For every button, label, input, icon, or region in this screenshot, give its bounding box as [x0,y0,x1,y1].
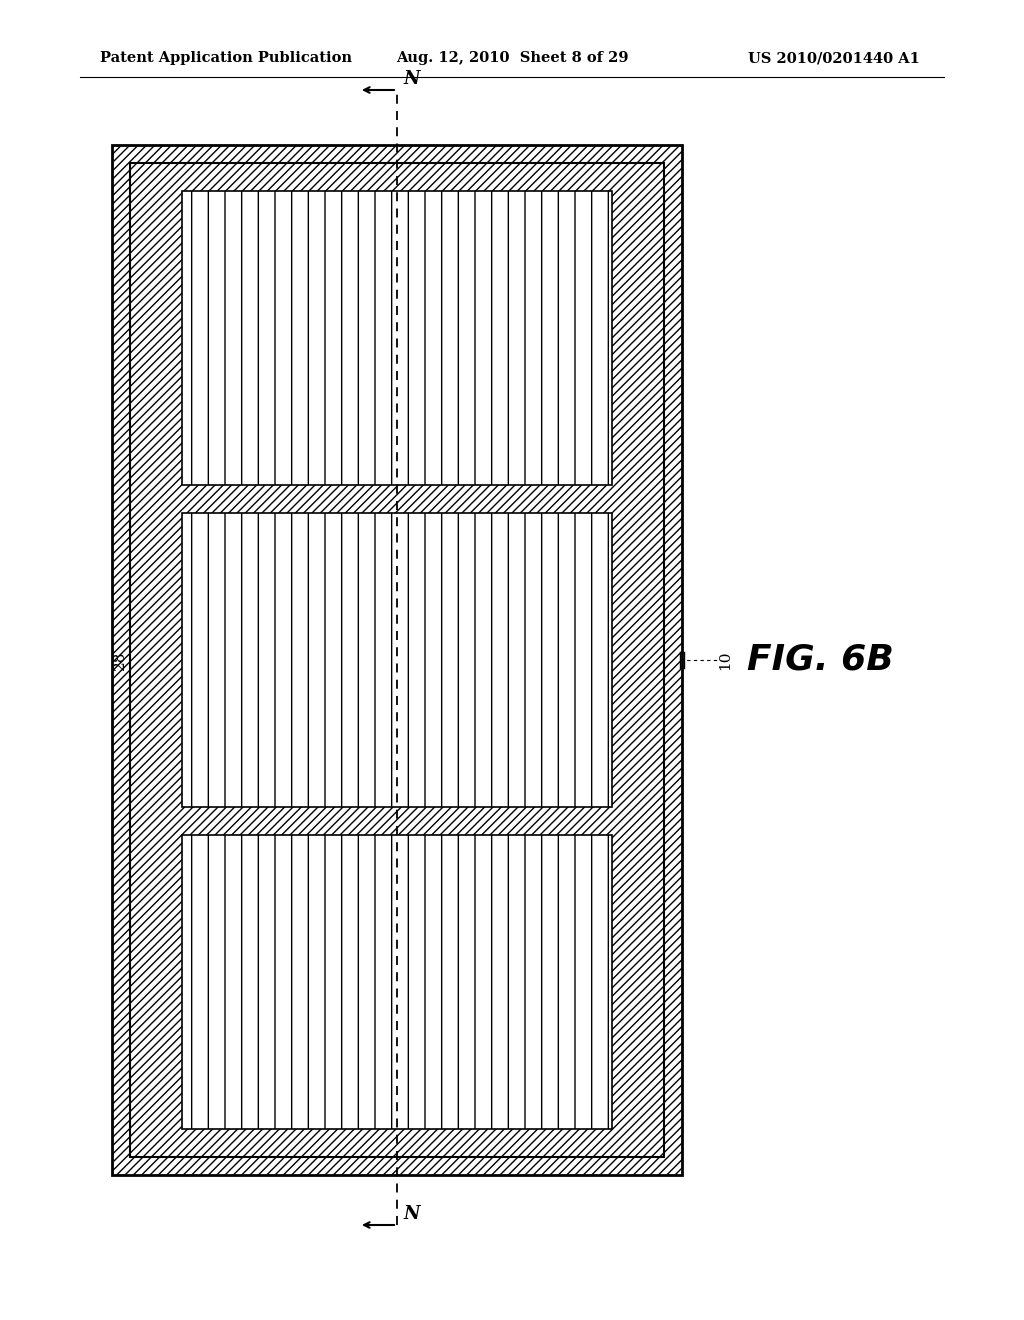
Text: 10: 10 [406,651,419,669]
Text: N: N [403,1205,420,1224]
Text: 10: 10 [406,973,419,991]
Text: 10: 10 [406,329,419,347]
Text: Aug. 12, 2010  Sheet 8 of 29: Aug. 12, 2010 Sheet 8 of 29 [395,51,629,65]
Text: US 2010/0201440 A1: US 2010/0201440 A1 [749,51,920,65]
Text: Patent Application Publication: Patent Application Publication [100,51,352,65]
Text: 10: 10 [718,651,732,669]
Text: 28: 28 [113,651,127,669]
Text: N: N [403,70,420,88]
Bar [182,836,612,1129]
Bar [112,145,682,1175]
Bar [182,191,612,484]
Text: FIG. 6B: FIG. 6B [746,643,893,677]
Bar [182,513,612,807]
Bar [130,162,664,1158]
